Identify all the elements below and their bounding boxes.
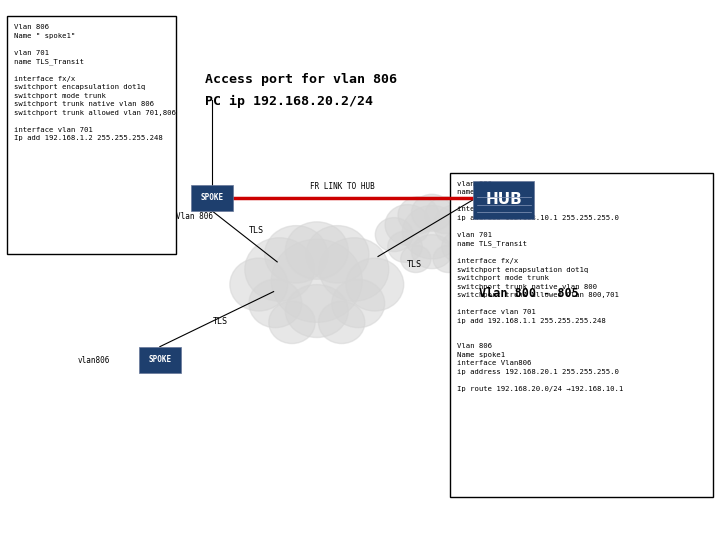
Text: Vlan 806
Name " spoke1"

vlan 701
name TLS_Transit

interface fx/x
switchport en: Vlan 806 Name " spoke1" vlan 701 name TL…	[14, 24, 176, 141]
Ellipse shape	[346, 258, 404, 311]
Ellipse shape	[285, 285, 348, 338]
Ellipse shape	[402, 206, 462, 259]
Text: TLS: TLS	[248, 226, 264, 235]
FancyBboxPatch shape	[191, 185, 233, 211]
Text: TLS: TLS	[407, 260, 422, 269]
Ellipse shape	[319, 238, 389, 301]
Ellipse shape	[265, 226, 328, 283]
FancyBboxPatch shape	[7, 16, 176, 254]
Ellipse shape	[425, 197, 466, 234]
Ellipse shape	[433, 205, 479, 245]
Ellipse shape	[398, 197, 439, 234]
Text: vlan 800
name TLS1

interface Vlan800
ip address 192.168.10.1 255.255.255.0

vla: vlan 800 name TLS1 interface Vlan800 ip …	[457, 181, 624, 392]
Ellipse shape	[441, 231, 477, 262]
FancyBboxPatch shape	[450, 173, 713, 497]
Text: vlan806: vlan806	[78, 356, 110, 365]
Ellipse shape	[269, 301, 315, 343]
Ellipse shape	[385, 205, 431, 245]
Ellipse shape	[412, 194, 452, 231]
Text: PC ip 192.168.20.2/24: PC ip 192.168.20.2/24	[205, 94, 373, 107]
Ellipse shape	[249, 279, 302, 328]
Ellipse shape	[245, 238, 315, 301]
Ellipse shape	[412, 235, 452, 269]
Text: Vlan 806: Vlan 806	[176, 212, 213, 221]
Ellipse shape	[332, 279, 384, 328]
Text: Vlan 800 - 805: Vlan 800 - 805	[480, 287, 579, 300]
Ellipse shape	[318, 301, 365, 343]
Text: TLS: TLS	[212, 317, 228, 326]
Text: SPOKE: SPOKE	[200, 193, 223, 202]
Text: FR LINK TO HUB: FR LINK TO HUB	[310, 181, 374, 191]
Ellipse shape	[306, 226, 369, 283]
Ellipse shape	[451, 218, 489, 252]
Ellipse shape	[230, 258, 288, 311]
FancyBboxPatch shape	[473, 181, 534, 219]
Text: SPOKE: SPOKE	[148, 355, 171, 364]
Ellipse shape	[388, 231, 422, 262]
FancyBboxPatch shape	[139, 347, 181, 373]
Ellipse shape	[271, 239, 362, 322]
Text: HUB: HUB	[485, 192, 522, 207]
Ellipse shape	[375, 218, 413, 252]
Ellipse shape	[400, 245, 431, 273]
Ellipse shape	[285, 222, 348, 279]
Text: Access port for vlan 806: Access port for vlan 806	[205, 73, 397, 86]
Ellipse shape	[433, 245, 464, 273]
